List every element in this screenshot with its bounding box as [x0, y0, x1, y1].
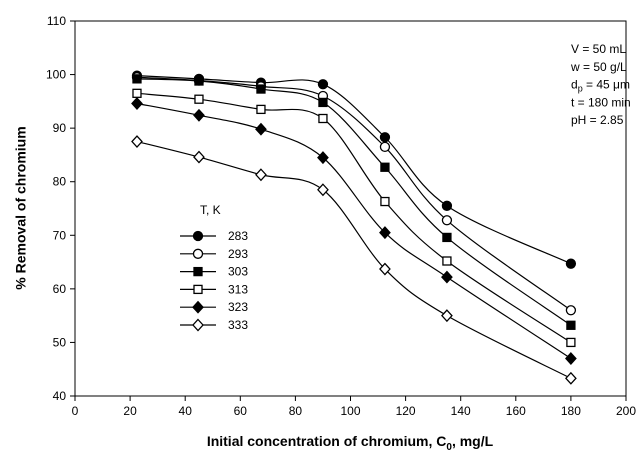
marker	[192, 230, 204, 242]
y-tick-label: 110	[47, 14, 66, 28]
annotation-sub: p	[578, 84, 583, 94]
x-tick-label: 20	[123, 404, 137, 418]
legend-entry: 293	[180, 247, 248, 261]
annotation: t = 180 min	[571, 95, 631, 109]
marker	[317, 151, 329, 165]
x-tick-label: 0	[72, 404, 79, 418]
legend: T, K 283 293 303 313 323 333	[180, 203, 248, 332]
series	[132, 74, 576, 330]
annotation-part: d	[571, 78, 578, 92]
marker	[256, 84, 266, 94]
legend-label: 323	[228, 300, 248, 314]
marker	[380, 162, 390, 172]
x-tick-label: 120	[396, 404, 416, 418]
marker	[131, 135, 143, 149]
series	[132, 88, 576, 348]
x-tick-label: 180	[561, 404, 581, 418]
annotation: V = 50 mL	[571, 42, 626, 56]
marker	[565, 371, 577, 385]
marker	[255, 168, 267, 182]
y-tick-label: 50	[53, 335, 67, 349]
annotations: V = 50 mLw = 50 g/Ldp = 45 μmt = 180 min…	[570, 42, 631, 127]
y-tick-label: 80	[53, 175, 67, 189]
marker	[318, 97, 328, 108]
legend-title: T, K	[200, 203, 221, 217]
legend-entry: 283	[180, 229, 248, 243]
y-tick-label: 40	[53, 389, 67, 403]
x-tick-label: 100	[340, 404, 360, 418]
legend-entry: 303	[180, 265, 248, 279]
legend-entry: 323	[180, 300, 248, 314]
marker	[442, 256, 452, 266]
legend-entry: 313	[180, 282, 248, 296]
marker	[193, 150, 205, 164]
marker	[255, 122, 267, 136]
marker	[565, 258, 577, 269]
marker	[380, 196, 390, 207]
legend-label: 313	[228, 282, 248, 296]
series	[131, 97, 577, 365]
series	[131, 135, 577, 385]
y-tick-label: 60	[53, 282, 67, 296]
legend-label: 333	[228, 318, 248, 332]
marker	[194, 76, 204, 86]
annotation: w = 50 g/L	[570, 60, 627, 74]
x-tick-label: 160	[506, 404, 526, 418]
annotation: dp = 45 μm	[571, 78, 630, 94]
y-tick-label: 70	[53, 228, 67, 242]
legend-label: 283	[228, 229, 248, 243]
marker	[192, 318, 204, 332]
marker	[441, 200, 453, 211]
marker	[317, 183, 329, 197]
marker	[379, 141, 391, 153]
marker	[193, 108, 205, 122]
marker	[318, 113, 328, 124]
x-tick-label: 60	[234, 404, 248, 418]
marker	[379, 132, 391, 143]
marker	[132, 74, 142, 84]
marker	[192, 248, 204, 259]
x-tick-label: 40	[179, 404, 193, 418]
y-tick-label: 100	[46, 68, 66, 82]
marker	[441, 215, 453, 226]
marker	[317, 79, 329, 90]
marker	[566, 320, 576, 330]
marker	[442, 232, 452, 243]
marker	[256, 104, 266, 115]
legend-entry: 333	[180, 318, 248, 332]
marker	[565, 305, 577, 316]
marker	[193, 284, 203, 295]
marker	[566, 337, 576, 348]
x-tick-label: 140	[451, 404, 471, 418]
marker	[565, 352, 577, 365]
y-tick-label: 90	[53, 121, 67, 135]
marker	[132, 88, 142, 98]
marker	[441, 270, 453, 284]
marker	[192, 300, 204, 314]
legend-label: 303	[228, 265, 248, 279]
marker	[441, 309, 453, 323]
legend-label: 293	[228, 247, 248, 261]
marker	[131, 97, 143, 110]
series-line	[136, 140, 572, 379]
annotation: pH = 2.85	[571, 113, 624, 127]
annotation-part: = 45 μm	[583, 78, 630, 92]
x-axis-label: Initial concentration of chromium, C0, m…	[207, 433, 494, 453]
series-line	[136, 92, 572, 343]
marker	[193, 266, 203, 277]
x-tick-label: 80	[289, 404, 303, 418]
x-tick-label: 200	[616, 404, 636, 418]
y-axis-label: % Removal of chromium	[13, 126, 29, 289]
series-line	[136, 102, 572, 360]
marker	[379, 262, 391, 276]
series-line	[136, 78, 572, 326]
marker	[194, 94, 204, 104]
marker	[379, 226, 391, 240]
